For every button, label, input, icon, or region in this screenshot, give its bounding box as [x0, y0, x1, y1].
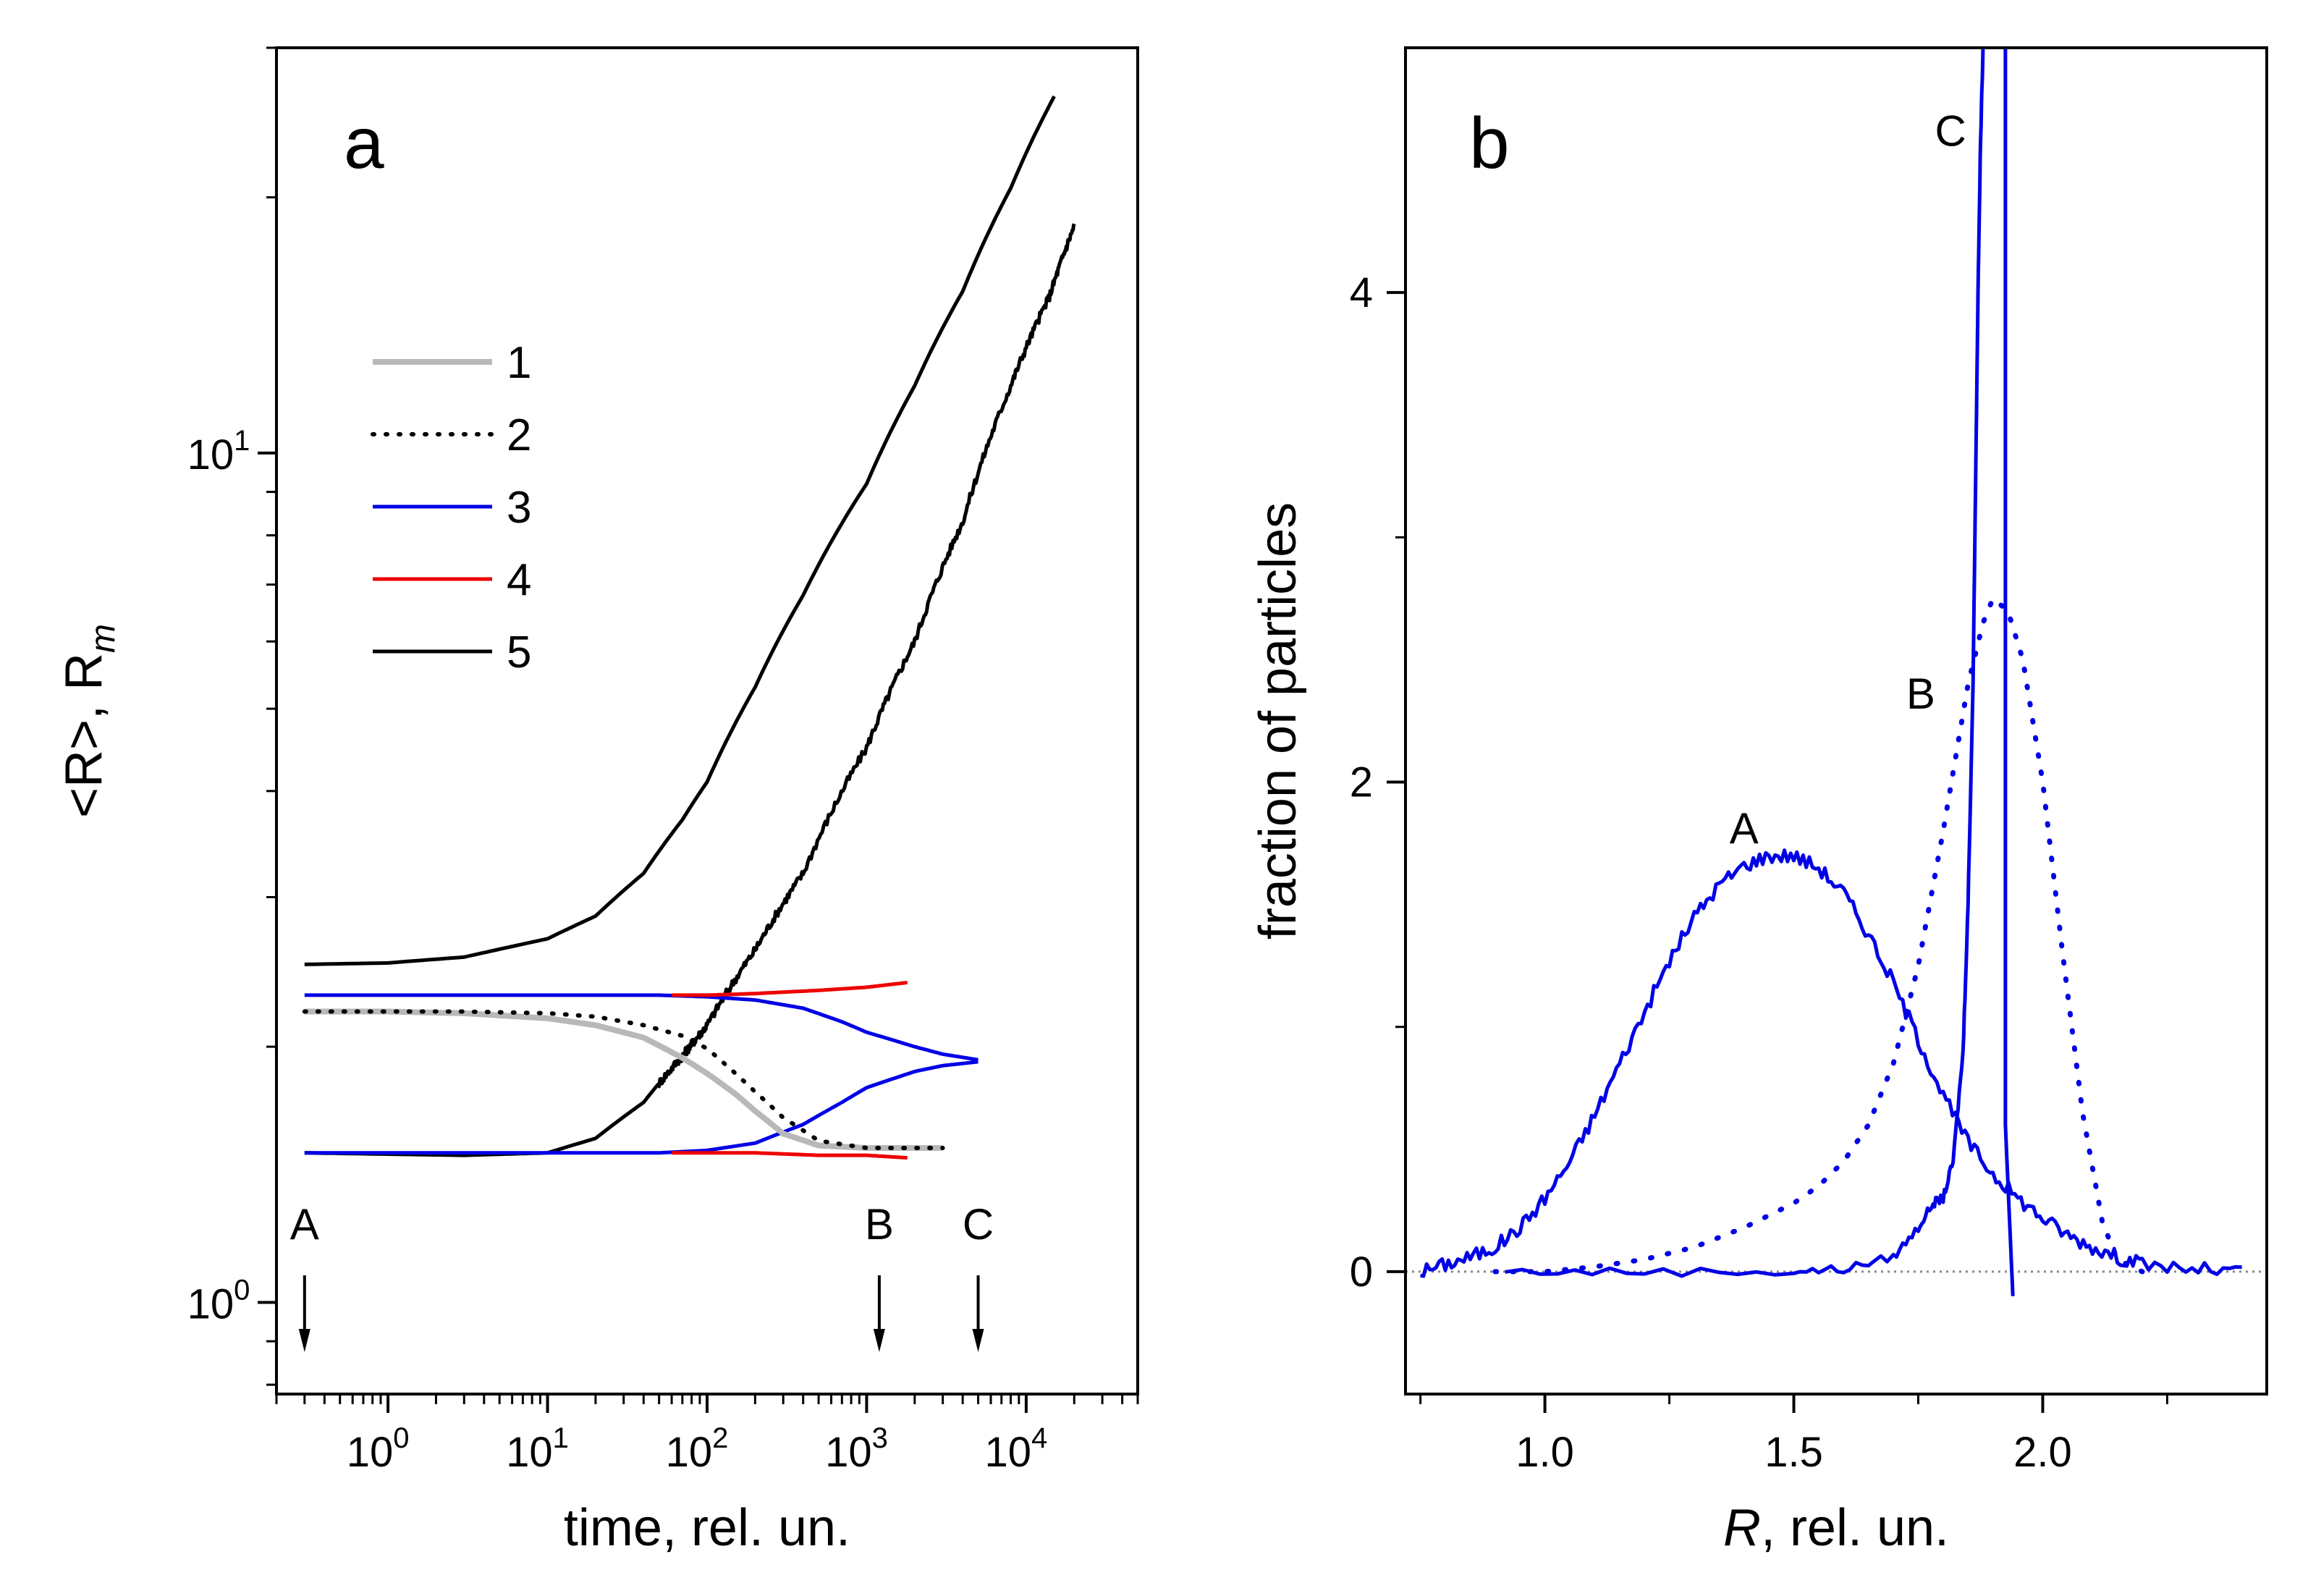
x-tick-label: 1.0 [1516, 1429, 1574, 1476]
time-marker-A: A [290, 1200, 319, 1352]
series-5-lower [304, 223, 1076, 1157]
y-label-prefix: <R>, R [55, 653, 113, 818]
series-A [1420, 848, 2242, 1278]
legend-label-2: 2 [507, 410, 531, 460]
series-2 [302, 1009, 945, 1150]
y-tick-label: 100 [187, 1274, 250, 1327]
time-marker-B: B [865, 1200, 894, 1352]
curve-label-A: A [1730, 804, 1759, 853]
y-tick-label: 2 [1350, 759, 1373, 806]
y-tick-label: 4 [1350, 269, 1373, 316]
panel-b-frame [1404, 46, 2268, 1396]
panel-b-ticks: 1.0 1.5 2.0 0 2 4 [1350, 269, 2168, 1476]
time-marker-label: A [290, 1200, 319, 1249]
x-tick-label: 1.5 [1764, 1429, 1823, 1476]
panel-b-letter: b [1469, 103, 1510, 184]
panel-a-x-axis-label: time, rel. un. [564, 1499, 850, 1557]
legend-label-1: 1 [507, 338, 531, 388]
panel-a-series [302, 95, 1076, 1160]
series-3-upper [304, 993, 978, 1062]
time-marker-C: C [963, 1200, 994, 1352]
series-4-upper [672, 981, 908, 997]
x-tick-label: 101 [506, 1422, 569, 1476]
panel-a-letter: a [344, 103, 384, 184]
x-label-italic: R [1723, 1499, 1761, 1557]
panel-a-markers: A B C [290, 1200, 994, 1352]
arrow-head-icon [298, 1329, 310, 1352]
arrow-head-icon [873, 1329, 885, 1352]
panel-a: A B C 100 101 102 103 104 100 101 a 1 2 3 4 [55, 46, 1139, 1557]
y-tick-label: 101 [187, 425, 250, 478]
x-tick-label: 2.0 [2013, 1429, 2072, 1476]
curve-label-C: C [1935, 106, 1966, 155]
legend-entry-1: 1 [373, 338, 531, 388]
panel-a-frame [275, 46, 1139, 1396]
series-B [1492, 596, 2145, 1275]
panel-b-series [1420, 48, 2242, 1296]
legend-label-4: 4 [507, 555, 531, 605]
legend-label-5: 5 [507, 628, 531, 677]
x-tick-label: 103 [825, 1422, 888, 1476]
series-5-upper [304, 95, 1056, 966]
series-C-right-edge [2003, 48, 2015, 1296]
x-tick-label: 100 [347, 1422, 410, 1476]
arrow-head-icon [972, 1329, 984, 1352]
legend-entry-2: 2 [371, 410, 531, 460]
series-C [1505, 48, 1985, 1278]
series-4-lower [672, 1151, 908, 1160]
y-tick-label: 0 [1350, 1249, 1373, 1296]
panel-b-y-axis-label: fraction of particles [1249, 502, 1307, 940]
x-label-rest: , rel. un. [1761, 1499, 1949, 1557]
panel-b-annotations: A B C [1730, 106, 1966, 853]
series-1 [304, 1008, 943, 1151]
time-marker-label: C [963, 1200, 994, 1249]
legend-entry-5: 5 [373, 628, 531, 677]
time-marker-label: B [865, 1200, 894, 1249]
curve-label-B: B [1906, 670, 1935, 718]
series-3-lower [304, 1060, 978, 1155]
y-label-subscript: m [84, 624, 122, 653]
panel-a-ticks: 100 101 102 103 104 100 101 [187, 46, 1139, 1476]
legend-entry-3: 3 [373, 483, 531, 533]
panel-a-legend: 1 2 3 4 5 [371, 338, 531, 677]
panel-b: A B C 1.0 1.5 2.0 0 2 4 b R, rel. un. fraction … [1249, 46, 2268, 1557]
x-tick-label: 104 [985, 1422, 1048, 1476]
legend-label-3: 3 [507, 483, 531, 533]
panel-a-y-axis-label: <R>, Rm [55, 624, 122, 818]
x-tick-label: 102 [666, 1422, 729, 1476]
panel-b-x-axis-label: R, rel. un. [1723, 1499, 1949, 1557]
legend-entry-4: 4 [373, 555, 531, 605]
